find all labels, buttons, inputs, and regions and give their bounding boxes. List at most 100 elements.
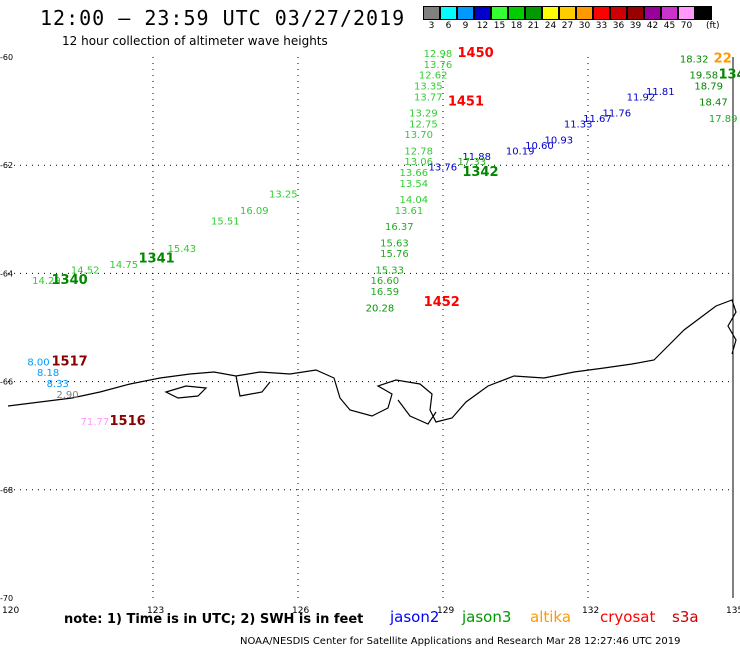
colorbar-label: 6	[445, 21, 452, 31]
swh-value: 13.35	[414, 81, 443, 92]
swh-value: 15.43	[168, 244, 197, 255]
pass-number-label: 1341	[139, 252, 175, 267]
colorbar-swatch	[610, 6, 627, 20]
swh-value: 15.63	[380, 238, 409, 249]
latitude-tick-label: -62	[0, 161, 13, 170]
colorbar	[423, 6, 712, 20]
satellite-legend-cryosat: cryosat	[600, 608, 656, 626]
colorbar-label: 39	[629, 21, 642, 31]
swh-value: 13.29	[409, 109, 438, 120]
swh-value: 13.70	[404, 130, 433, 141]
longitude-tick-label: 135	[726, 606, 740, 616]
swh-value: 16.09	[240, 206, 269, 217]
swh-value: 13.66	[400, 168, 429, 179]
colorbar-labels: 3 6 9 12 15 18 21 24 27 30 33 36 39 42 45 70	[423, 21, 695, 31]
colorbar-label: 21	[527, 21, 540, 31]
latitude-tick-label: -70	[0, 594, 13, 603]
pass-number-label: 1452	[424, 295, 460, 310]
swh-value: 11.81	[646, 87, 675, 98]
swh-value: 14.29	[32, 276, 61, 287]
antarctic-coastline	[7, 299, 737, 423]
wave-height-values: 12.9813.7612.6213.3513.7713.2912.7513.70…	[27, 49, 737, 428]
swh-value: 2.90	[56, 390, 78, 401]
satellite-legend-s3a: s3a	[672, 608, 699, 626]
swh-value: 12.62	[419, 71, 448, 82]
swh-value: 16.59	[371, 287, 400, 298]
chart-subtitle: 12 hour collection of altimeter wave hei…	[62, 34, 328, 48]
swh-value: 13.76	[429, 163, 458, 174]
swh-value: 14.52	[71, 265, 100, 276]
pass-number-label: 1340	[52, 273, 88, 288]
swh-value: 15.51	[211, 217, 240, 228]
colorbar-swatch	[627, 6, 644, 20]
colorbar-label: 27	[561, 21, 574, 31]
swh-value: 11.92	[627, 92, 656, 103]
credit-line: NOAA/NESDIS Center for Satellite Applica…	[240, 636, 681, 647]
latitude-tick-label: -64	[0, 269, 13, 278]
ice-islet	[164, 385, 208, 399]
colorbar-label: 70	[680, 21, 693, 31]
colorbar-label: 36	[612, 21, 625, 31]
swh-value: 12.75	[409, 119, 438, 130]
colorbar-swatch	[576, 6, 593, 20]
swh-value: 18.32	[680, 54, 709, 65]
swh-value: 18.47	[699, 98, 728, 109]
colorbar-label: 9	[462, 21, 469, 31]
swh-value: 13.54	[400, 179, 429, 190]
colorbar-swatch	[491, 6, 508, 20]
latitude-tick-label: -60	[0, 53, 13, 62]
swh-value: 8.00	[27, 357, 49, 368]
swh-value: 8.33	[47, 379, 69, 390]
colorbar-swatch	[440, 6, 457, 20]
longitude-tick-label: 120	[2, 606, 19, 616]
footnote: note: 1) Time is in UTC; 2) SWH is in fe…	[64, 612, 364, 627]
swh-value: 14.04	[400, 195, 429, 206]
colorbar-label: 18	[510, 21, 523, 31]
colorbar-label: 15	[493, 21, 506, 31]
longitude-tick-label: 123	[147, 606, 164, 616]
swh-value: 10.60	[525, 141, 554, 152]
longitude-tick-label: 129	[437, 606, 454, 616]
colorbar-swatch	[474, 6, 491, 20]
colorbar-swatch	[525, 6, 542, 20]
swh-value: 71.77	[81, 417, 110, 428]
colorbar-swatch	[644, 6, 661, 20]
colorbar-label: 24	[544, 21, 557, 31]
satellite-legend-altika: altika	[530, 608, 572, 626]
swh-value: 10.19	[506, 146, 535, 157]
longitude-tick-label: 132	[582, 606, 599, 616]
swh-value: 16.60	[371, 276, 400, 287]
swh-value: 11.88	[462, 152, 491, 163]
colorbar-swatch	[457, 6, 474, 20]
coastline	[7, 299, 737, 425]
colorbar-label: 42	[646, 21, 659, 31]
colorbar-swatch	[559, 6, 576, 20]
colorbar-label: 33	[595, 21, 608, 31]
colorbar-swatch	[695, 6, 712, 20]
colorbar-swatch	[423, 6, 440, 20]
colorbar-swatch	[593, 6, 610, 20]
latitude-tick-label: -66	[0, 378, 13, 387]
pass-number-label: 1451	[448, 95, 484, 110]
swh-value: 20.28	[366, 303, 395, 314]
pass-number-label: 1517	[52, 354, 88, 369]
swh-value: 13.25	[269, 190, 298, 201]
swh-value: 17.33	[458, 157, 487, 168]
colorbar-swatch	[661, 6, 678, 20]
pass-number-label: 1450	[458, 46, 494, 61]
colorbar-swatch	[508, 6, 525, 20]
coastline-inlet	[235, 375, 437, 425]
pass-number-label: 134	[719, 68, 740, 83]
swh-value: 12.98	[424, 49, 453, 60]
pass-number-label: 1342	[462, 165, 498, 180]
swh-value: 19.58	[690, 71, 719, 82]
swh-value: 15.33	[375, 265, 404, 276]
swh-value: 10.93	[545, 136, 574, 147]
swh-value: 18.79	[694, 81, 723, 92]
swh-value: 11.33	[564, 119, 593, 130]
swh-value: 13.06	[404, 157, 433, 168]
colorbar-label: 45	[663, 21, 676, 31]
grid-lines	[8, 57, 734, 598]
satellite-legend-jason3: jason3	[462, 608, 512, 626]
swh-value: 17.89	[709, 114, 738, 125]
